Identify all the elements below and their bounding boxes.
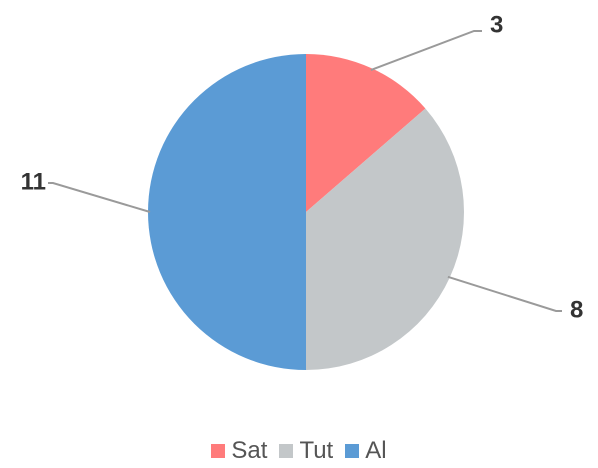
legend-label-al: Al [365, 437, 387, 464]
legend: Sat Tut Al [0, 437, 598, 465]
pie-slices [148, 54, 465, 371]
legend-item-al[interactable]: Al [345, 437, 387, 465]
legend-swatch-sat [211, 444, 226, 458]
legend-label-tut: Tut [299, 437, 334, 464]
pie-slice-al[interactable] [148, 54, 306, 370]
leader-line-sat [370, 30, 482, 72]
data-label-al: 11 [21, 168, 46, 195]
data-labels: 3 8 11 [21, 11, 584, 323]
legend-item-sat[interactable]: Sat [211, 437, 267, 465]
pie-slice-tut[interactable] [306, 108, 465, 371]
legend-swatch-tut [279, 444, 294, 458]
leader-lines [48, 30, 562, 312]
data-label-tut: 8 [570, 296, 583, 323]
leader-line-tut [447, 275, 562, 312]
leader-line-al [48, 182, 151, 213]
pie-slice-sat[interactable] [306, 54, 426, 212]
data-label-sat: 3 [490, 11, 503, 38]
legend-item-tut[interactable]: Tut [279, 437, 333, 465]
legend-label-sat: Sat [231, 437, 268, 464]
legend-swatch-al [345, 444, 360, 458]
